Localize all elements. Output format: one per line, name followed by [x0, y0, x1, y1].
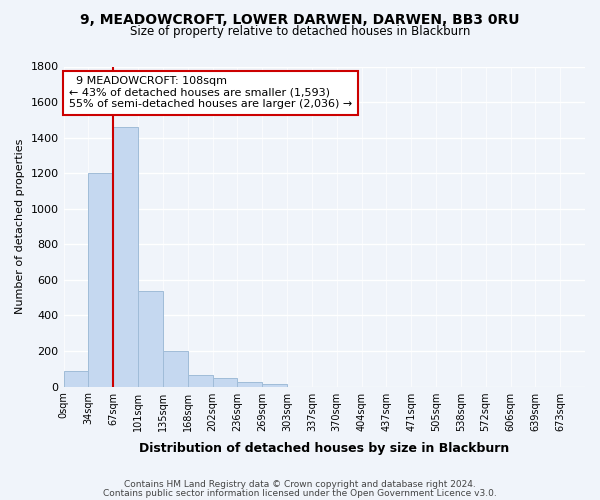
Bar — [138, 290, 163, 386]
Bar — [212, 378, 238, 386]
Bar — [262, 384, 287, 386]
Text: Contains public sector information licensed under the Open Government Licence v3: Contains public sector information licen… — [103, 489, 497, 498]
Bar — [238, 382, 262, 386]
Bar — [188, 375, 212, 386]
Text: Size of property relative to detached houses in Blackburn: Size of property relative to detached ho… — [130, 25, 470, 38]
Bar — [64, 370, 88, 386]
Bar — [88, 173, 113, 386]
Y-axis label: Number of detached properties: Number of detached properties — [15, 139, 25, 314]
Bar — [163, 351, 188, 386]
X-axis label: Distribution of detached houses by size in Blackburn: Distribution of detached houses by size … — [139, 442, 509, 455]
Text: 9, MEADOWCROFT, LOWER DARWEN, DARWEN, BB3 0RU: 9, MEADOWCROFT, LOWER DARWEN, DARWEN, BB… — [80, 12, 520, 26]
Text: 9 MEADOWCROFT: 108sqm  
← 43% of detached houses are smaller (1,593)
55% of semi: 9 MEADOWCROFT: 108sqm ← 43% of detached … — [69, 76, 352, 110]
Bar — [113, 127, 138, 386]
Text: Contains HM Land Registry data © Crown copyright and database right 2024.: Contains HM Land Registry data © Crown c… — [124, 480, 476, 489]
